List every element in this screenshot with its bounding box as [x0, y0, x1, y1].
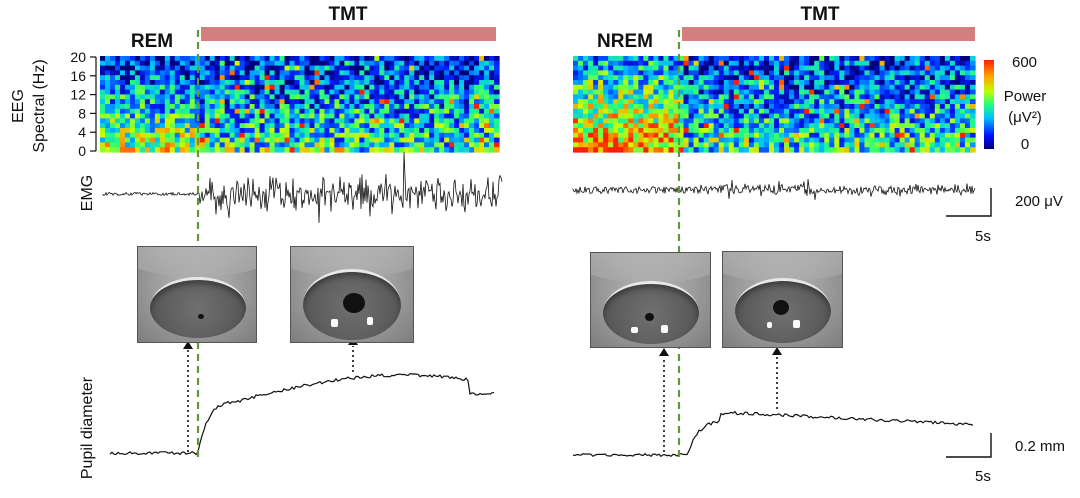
reflection	[631, 327, 638, 333]
eeg-ytick-label: 12	[70, 87, 86, 103]
reflection	[767, 322, 772, 328]
eeg-ytick-label: 4	[78, 124, 86, 140]
eyelid	[591, 253, 710, 284]
arrowhead-right-nrem	[659, 348, 669, 356]
iris	[150, 277, 246, 338]
eye-image-tmt-right	[722, 251, 843, 348]
left-tmt-bar	[201, 27, 496, 41]
right-tmt-label: TMT	[800, 4, 839, 25]
emg-scale-time: 5s	[975, 228, 991, 245]
emg-scalebar	[946, 188, 992, 217]
eeg-ylabel-line1: EEG	[10, 89, 27, 123]
emg-label: EMG	[79, 175, 96, 211]
eye-image-rem	[137, 246, 257, 343]
eye-image-nrem	[590, 252, 711, 348]
colorbar-max: 600	[1012, 54, 1037, 71]
emg-scale-amp: 200 μV	[1015, 193, 1063, 210]
eeg-ytick-label: 20	[70, 49, 86, 65]
iris	[603, 281, 699, 344]
arrowhead-left-rem	[183, 341, 193, 349]
pupil	[773, 300, 789, 315]
eyelid	[723, 252, 842, 283]
left-emg-trace	[102, 152, 503, 223]
reflection	[367, 317, 373, 325]
colorbar-min: 0	[1021, 136, 1029, 153]
colorbar-label-line1: Power	[1004, 88, 1047, 105]
eeg-ytick-label: 16	[70, 68, 86, 84]
pupil-scale-amp: 0.2 mm	[1015, 438, 1065, 455]
pupil-scale-time: 5s	[975, 468, 991, 485]
pupil-scalebar	[946, 433, 992, 458]
pupil	[645, 313, 654, 321]
right-eeg-spectrogram	[573, 56, 976, 153]
right-state-label: NREM	[597, 31, 653, 52]
left-pupil-trace	[109, 372, 495, 456]
right-emg-trace	[572, 179, 976, 200]
left-tmt-label: TMT	[328, 4, 367, 25]
left-eeg-spectrogram	[100, 56, 500, 153]
pupil	[198, 314, 204, 319]
reflection	[331, 319, 338, 327]
colorbar	[984, 60, 994, 149]
eeg-ytick-label: 0	[78, 143, 86, 159]
eyelid	[138, 247, 256, 278]
right-tmt-bar	[682, 27, 975, 41]
reflection	[661, 325, 668, 333]
eeg-ytick-label: 8	[78, 105, 86, 121]
arrow-lines	[187, 346, 778, 452]
reflection	[793, 320, 800, 328]
eye-image-tmt-left	[290, 246, 414, 343]
eeg-ytick-group: 0 4 8 12 16 20	[70, 49, 96, 159]
pupil	[343, 293, 365, 313]
right-pupil-trace	[572, 410, 974, 458]
left-state-label: REM	[131, 31, 173, 52]
colorbar-label-line2: (μV²)	[1008, 109, 1042, 126]
eeg-ylabel-line2: Spectral (Hz)	[31, 59, 48, 152]
pupil-label: Pupil diameter	[79, 376, 96, 479]
arrowhead-right-tmt	[772, 347, 782, 355]
